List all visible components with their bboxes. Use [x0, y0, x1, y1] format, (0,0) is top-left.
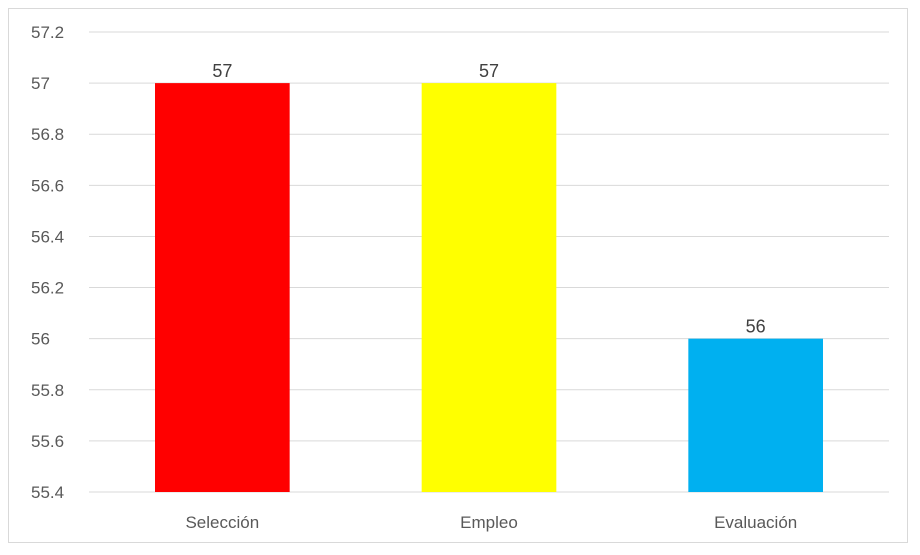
y-tick-label: 55.4 — [31, 483, 64, 502]
y-tick-label: 57.2 — [31, 23, 64, 42]
x-axis-category-labels: Selección Empleo Evaluación — [185, 513, 797, 532]
y-tick-label: 56.8 — [31, 125, 64, 144]
data-label: 57 — [479, 61, 499, 81]
y-tick-label: 55.8 — [31, 381, 64, 400]
y-tick-label: 57 — [31, 74, 50, 93]
data-labels: 57 57 56 — [212, 61, 765, 337]
y-tick-label: 56.2 — [31, 279, 64, 298]
bar-1 — [421, 83, 557, 492]
category-label: Evaluación — [714, 513, 797, 532]
category-label: Empleo — [460, 513, 518, 532]
y-tick-label: 56 — [31, 330, 50, 349]
y-tick-label: 55.6 — [31, 432, 64, 451]
y-axis-tick-labels: 55.4 55.6 55.8 56 56.2 56.4 56.6 56.8 57 57.2 — [31, 23, 64, 502]
data-label: 56 — [746, 317, 766, 337]
bar-2 — [688, 338, 823, 492]
bar-0 — [155, 83, 290, 492]
data-label: 57 — [212, 61, 232, 81]
y-tick-label: 56.4 — [31, 227, 64, 246]
category-label: Selección — [185, 513, 259, 532]
chart-frame: 55.4 55.6 55.8 56 56.2 56.4 56.6 56.8 57 57.2 57 5… — [8, 8, 908, 543]
y-tick-label: 56.6 — [31, 176, 64, 195]
bars — [155, 83, 823, 492]
